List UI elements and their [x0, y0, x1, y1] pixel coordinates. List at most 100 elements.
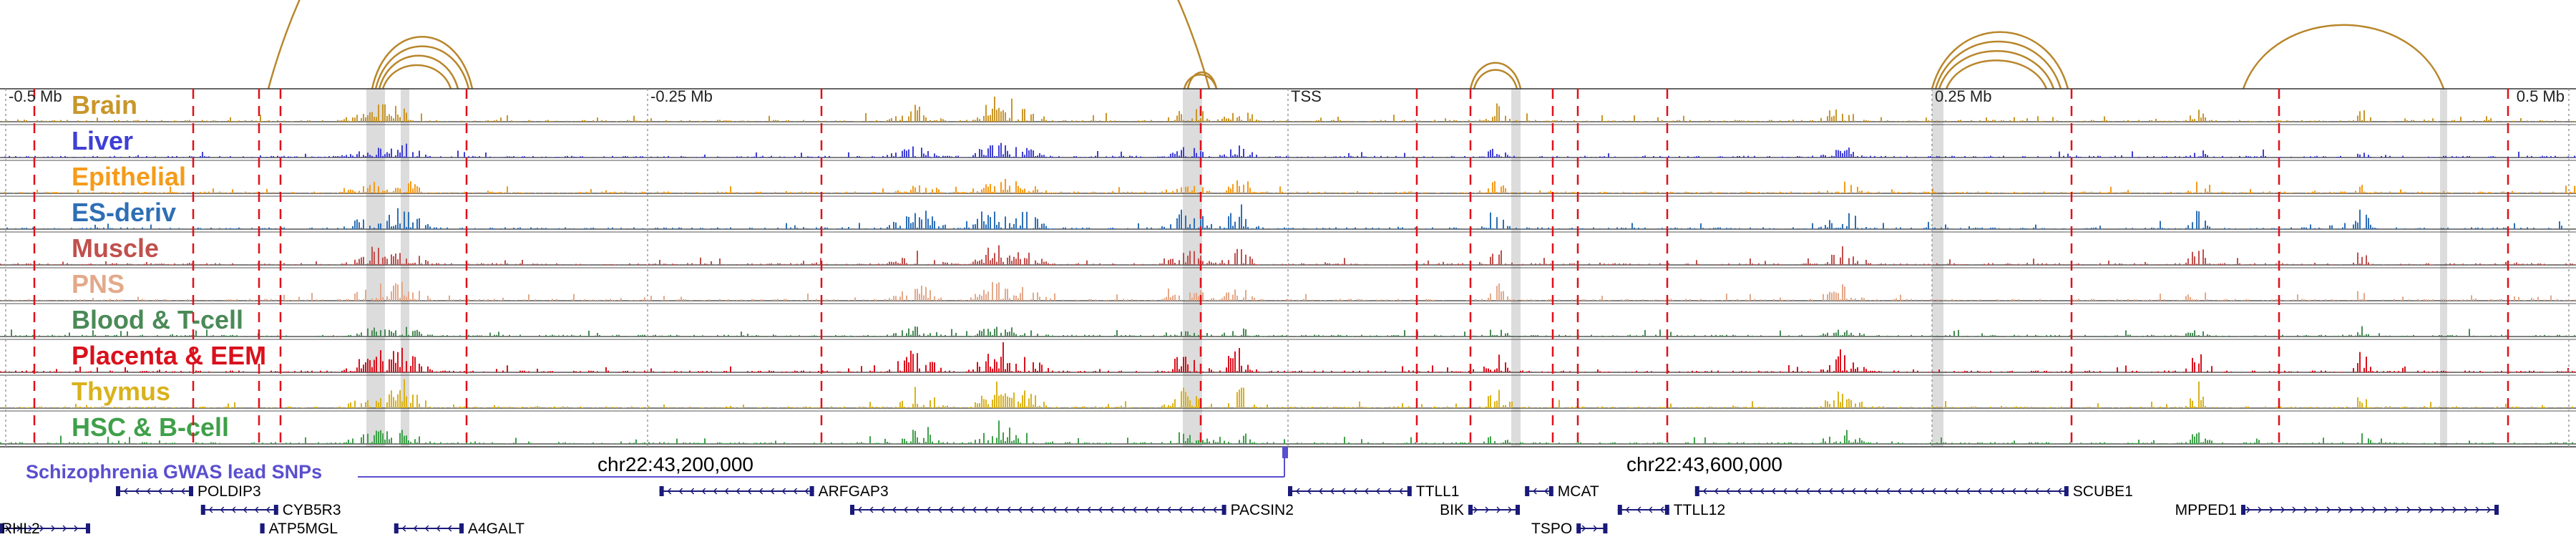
gene-arfgap3[interactable]: ARFGAP3: [659, 483, 889, 500]
strand-chevron: [1485, 506, 1490, 513]
strand-chevron: [2338, 506, 2343, 513]
gene-mpped1[interactable]: MPPED1: [2175, 502, 2499, 518]
track-label: Thymus: [72, 377, 170, 406]
loop-arc: [1183, 73, 1218, 90]
loop-arc: [267, 0, 1211, 90]
strand-chevron: [208, 506, 213, 513]
strand-chevron: [1341, 488, 1346, 495]
signal-area: [0, 326, 2576, 337]
strand-chevron: [1189, 506, 1194, 513]
gene-a4galt[interactable]: A4GALT: [394, 521, 525, 537]
gene-label: ATP5MGL: [269, 521, 338, 537]
strand-chevron: [1840, 488, 1845, 495]
gene-exon: [1525, 486, 1530, 496]
track-label: HSC & B-cell: [72, 412, 229, 442]
gene-cyb5r3[interactable]: CYB5R3: [200, 502, 341, 518]
gene-tspo[interactable]: TSPO: [1531, 521, 1608, 537]
strand-chevron: [1352, 488, 1357, 495]
gene-exon: [2494, 505, 2499, 515]
strand-chevron: [413, 525, 418, 532]
scale-tick-label: -0.25 Mb: [650, 87, 713, 105]
gene-exon: [1516, 505, 1520, 515]
gene-rhl2[interactable]: RHL2: [0, 521, 90, 537]
strand-chevron: [1636, 506, 1641, 513]
strand-chevron: [2269, 506, 2274, 513]
gene-atp5mgl[interactable]: ATP5MGL: [260, 521, 338, 537]
strand-chevron: [1375, 488, 1380, 495]
gene-poldip3[interactable]: POLDIP3: [116, 483, 261, 500]
strand-chevron: [1714, 488, 1719, 495]
strand-chevron: [1989, 488, 1994, 495]
gene-label: MPPED1: [2175, 502, 2237, 518]
loop-arc: [1469, 62, 1522, 90]
strand-chevron: [1387, 488, 1392, 495]
strand-chevron: [1109, 506, 1114, 513]
strand-chevron: [1885, 488, 1890, 495]
gene-exon: [809, 486, 814, 496]
strand-chevron: [1473, 506, 1478, 513]
loop-arc: [1938, 50, 2055, 90]
gene-exon: [394, 523, 399, 533]
strand-chevron: [857, 506, 862, 513]
strand-chevron: [2349, 506, 2354, 513]
gene-exon: [86, 523, 90, 533]
gene-pacsin2[interactable]: PACSIN2: [850, 502, 1294, 518]
track-es-deriv: ES-deriv: [0, 195, 2576, 230]
gene-label: PACSIN2: [1231, 502, 1294, 518]
gene-mcat[interactable]: MCAT: [1525, 483, 1599, 500]
strand-chevron: [804, 488, 809, 495]
strand-chevron: [926, 506, 931, 513]
strand-chevron: [1029, 506, 1034, 513]
strand-chevron: [937, 506, 942, 513]
loop-arc: [1934, 40, 2062, 90]
track-label: PNS: [72, 269, 125, 299]
signal-area: [0, 342, 2576, 372]
strand-chevron: [2246, 506, 2251, 513]
strand-chevron: [2303, 506, 2308, 513]
gene-label: TTLL12: [1674, 502, 1725, 518]
strand-chevron: [135, 488, 140, 495]
strand-chevron: [1508, 506, 1513, 513]
track-label: Blood & T-cell: [72, 305, 243, 334]
scale-tick-label: TSS: [1291, 87, 1322, 105]
gene-bik[interactable]: BIK: [1440, 502, 1520, 518]
strand-chevron: [1166, 506, 1171, 513]
strand-chevron: [983, 506, 988, 513]
track-label: Placenta & EEM: [72, 341, 266, 370]
gene-scube1[interactable]: SCUBE1: [1694, 483, 2133, 500]
coordinate-labels: chr22:43,200,000 chr22:43,600,000: [597, 453, 1782, 475]
strand-chevron: [2361, 506, 2366, 513]
strand-chevron: [1943, 488, 1948, 495]
strand-chevron: [2326, 506, 2331, 513]
scale-tick-label: 0.5 Mb: [2517, 87, 2565, 105]
strand-chevron: [2475, 506, 2480, 513]
strand-chevron: [2406, 506, 2411, 513]
gene-label: TSPO: [1531, 521, 1572, 537]
strand-chevron: [880, 506, 885, 513]
strand-chevron: [180, 488, 185, 495]
strand-chevron: [265, 506, 270, 513]
strand-chevron: [146, 488, 151, 495]
strand-chevron: [2057, 488, 2062, 495]
strand-chevron: [1063, 506, 1068, 513]
gene-ttll1[interactable]: TTLL1: [1288, 483, 1460, 500]
gene-exon: [1576, 523, 1581, 533]
strand-chevron: [781, 488, 786, 495]
strand-chevron: [1307, 488, 1312, 495]
strand-chevron: [1794, 488, 1799, 495]
strand-chevron: [914, 506, 919, 513]
strand-chevron: [2384, 506, 2389, 513]
strand-chevron: [447, 525, 452, 532]
strand-chevron: [123, 488, 128, 495]
loop-arc: [378, 54, 459, 90]
gene-exon: [189, 486, 193, 496]
loop-arc: [374, 45, 470, 90]
gene-exon: [1694, 486, 1699, 496]
strand-chevron: [2452, 506, 2457, 513]
strand-chevron: [1760, 488, 1765, 495]
strand-chevron: [903, 506, 908, 513]
strand-chevron: [2023, 488, 2028, 495]
strand-chevron: [736, 488, 741, 495]
gene-ttll12[interactable]: TTLL12: [1617, 502, 1725, 518]
